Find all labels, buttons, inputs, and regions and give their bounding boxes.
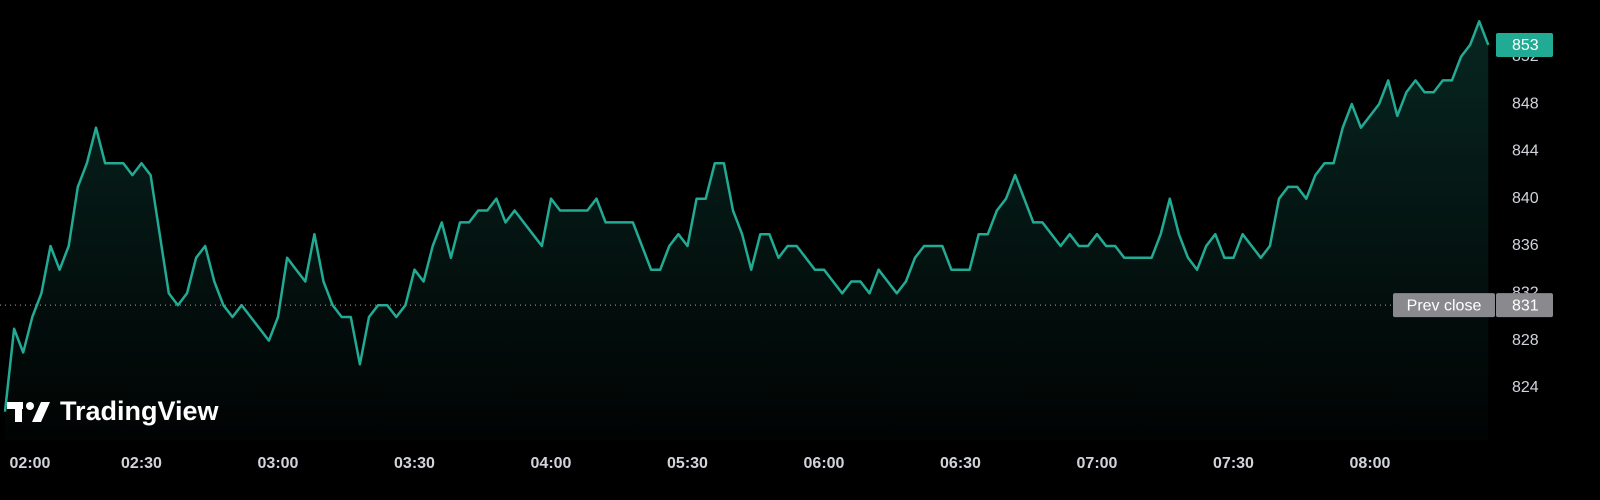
x-tick-label: 05:30 <box>667 455 708 472</box>
y-tick-label: 828 <box>1512 332 1539 349</box>
x-tick-label: 02:00 <box>10 455 51 472</box>
x-tick-label: 06:30 <box>940 455 981 472</box>
x-tick-label: 06:00 <box>804 455 845 472</box>
line <box>3 20 1490 412</box>
prev-close-box <box>1393 293 1495 318</box>
y-tick-label: 836 <box>1512 237 1539 254</box>
x-tick-label: 07:30 <box>1213 455 1254 472</box>
logo-part <box>26 402 34 410</box>
plot-area <box>3 20 1490 441</box>
x-tick-label: 07:00 <box>1077 455 1118 472</box>
last-price-label: 853 <box>1512 37 1539 54</box>
watermark: TradingView <box>7 396 220 426</box>
x-tick-label: 02:30 <box>121 455 162 472</box>
prev-close-value: 831 <box>1512 297 1539 314</box>
y-tick-label: 844 <box>1512 143 1539 160</box>
logo-part <box>32 402 50 422</box>
last-price-box <box>1496 32 1553 57</box>
x-tick-label: 03:30 <box>394 455 435 472</box>
x-tick-label: 04:00 <box>531 455 572 472</box>
watermark-text: TradingView <box>60 396 220 426</box>
y-tick-label: 840 <box>1512 190 1539 207</box>
x-tick-label: 03:00 <box>258 455 299 472</box>
area <box>5 21 1489 441</box>
y-tick-label: 824 <box>1512 379 1539 396</box>
prev-close-label: Prev close <box>1407 297 1482 314</box>
logo-part <box>15 402 22 422</box>
prev-close-value-box <box>1496 293 1553 318</box>
y-tick-label: 848 <box>1512 95 1539 112</box>
x-tick-label: 08:00 <box>1350 455 1391 472</box>
